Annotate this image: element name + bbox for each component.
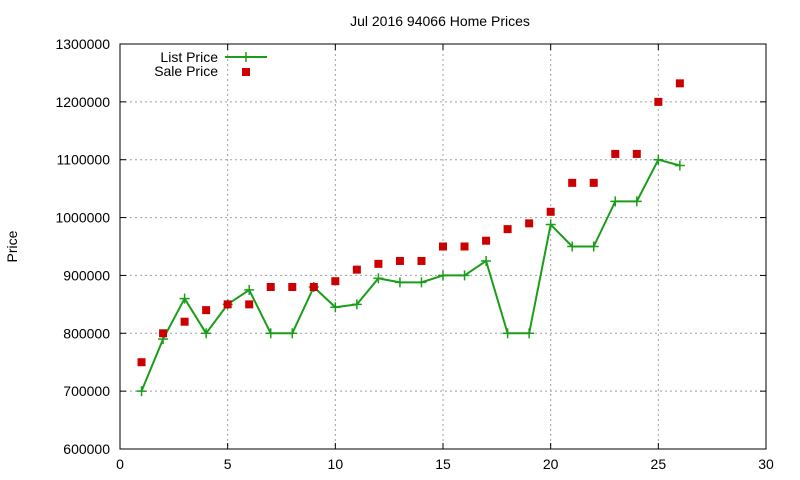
list-price-point <box>244 284 255 295</box>
list-price-point <box>567 241 578 252</box>
list-price-point <box>588 241 599 252</box>
list-price-point <box>351 299 362 310</box>
legend-marker-list-price <box>241 52 251 62</box>
sale-price-point <box>675 79 684 88</box>
legend-label-list-price: List Price <box>160 49 218 65</box>
x-tick-label: 30 <box>758 456 774 472</box>
x-tick-label: 25 <box>651 456 667 472</box>
y-tick-label: 900000 <box>63 267 110 283</box>
list-price-point <box>287 328 298 339</box>
sale-price-point <box>180 317 189 326</box>
y-tick-label: 1300000 <box>55 36 110 52</box>
x-tick-label: 15 <box>435 456 451 472</box>
sale-price-point <box>439 242 447 251</box>
list-price-point <box>524 328 535 339</box>
sale-price-point <box>546 207 555 216</box>
list-price-point <box>265 328 276 339</box>
legend-label-sale-price: Sale Price <box>154 63 218 79</box>
y-tick-label: 1100000 <box>57 152 111 168</box>
sale-price-point <box>288 283 297 291</box>
sale-price-point <box>589 178 598 187</box>
sale-price-point <box>611 149 620 158</box>
legend: List Price Sale Price <box>154 49 267 79</box>
legend-marker-sale-price <box>242 68 250 76</box>
sale-price-point <box>654 97 663 106</box>
sale-price-point <box>245 300 254 309</box>
sale-price-point <box>417 256 426 265</box>
x-tick-label: 5 <box>224 456 232 472</box>
series <box>136 79 685 397</box>
sale-price-point <box>503 225 512 234</box>
y-axis-label: Price <box>4 230 20 262</box>
list-price-point <box>674 160 685 171</box>
y-tick-label: 600000 <box>63 441 110 457</box>
y-tick-label: 700000 <box>63 383 110 399</box>
list-price-point <box>502 328 513 339</box>
list-price-point <box>545 219 556 230</box>
legend-swatch-sale-price <box>242 68 250 76</box>
list-price-point <box>631 196 642 207</box>
x-tick-label: 10 <box>328 456 344 472</box>
list-price-point <box>610 196 621 207</box>
sale-price-point <box>202 306 211 315</box>
list-price-point <box>179 293 190 304</box>
sale-price-point <box>374 259 383 268</box>
sale-price-point <box>632 149 641 158</box>
axis-ticks: 0 5 10 15 20 25 30 600000 700000 800000 900000 1000… <box>55 36 774 472</box>
list-price-point <box>201 328 212 339</box>
sale-price-point <box>352 265 361 274</box>
y-tick-label: 1200000 <box>55 94 110 110</box>
list-price-point <box>373 273 384 284</box>
sale-price-point <box>568 178 577 187</box>
sale-price-point <box>137 358 146 367</box>
y-tick-label: 1000000 <box>55 210 110 226</box>
list-price-point <box>394 277 405 288</box>
sale-price-point <box>331 277 340 286</box>
y-tick-label: 800000 <box>63 325 110 341</box>
sale-price-point <box>309 283 318 291</box>
list-price-point <box>438 270 448 281</box>
list-price-point <box>459 270 470 281</box>
sale-price-point <box>159 329 168 338</box>
x-tick-label: 0 <box>116 456 124 472</box>
chart-title: Jul 2016 94066 Home Prices <box>350 13 530 29</box>
sale-price-point <box>482 236 491 245</box>
list-price-point <box>330 302 341 313</box>
x-tick-label: 20 <box>543 456 559 472</box>
list-price-point <box>653 154 664 165</box>
sale-price-point <box>395 256 404 265</box>
list-price-point <box>136 386 147 397</box>
list-price-point <box>416 277 427 288</box>
sale-price-point <box>266 283 275 291</box>
sale-price-point <box>525 219 534 228</box>
sale-price-point <box>460 242 469 251</box>
legend-swatch-list-price <box>225 52 267 62</box>
sale-price-point <box>223 300 232 309</box>
list-price-point <box>481 255 492 266</box>
